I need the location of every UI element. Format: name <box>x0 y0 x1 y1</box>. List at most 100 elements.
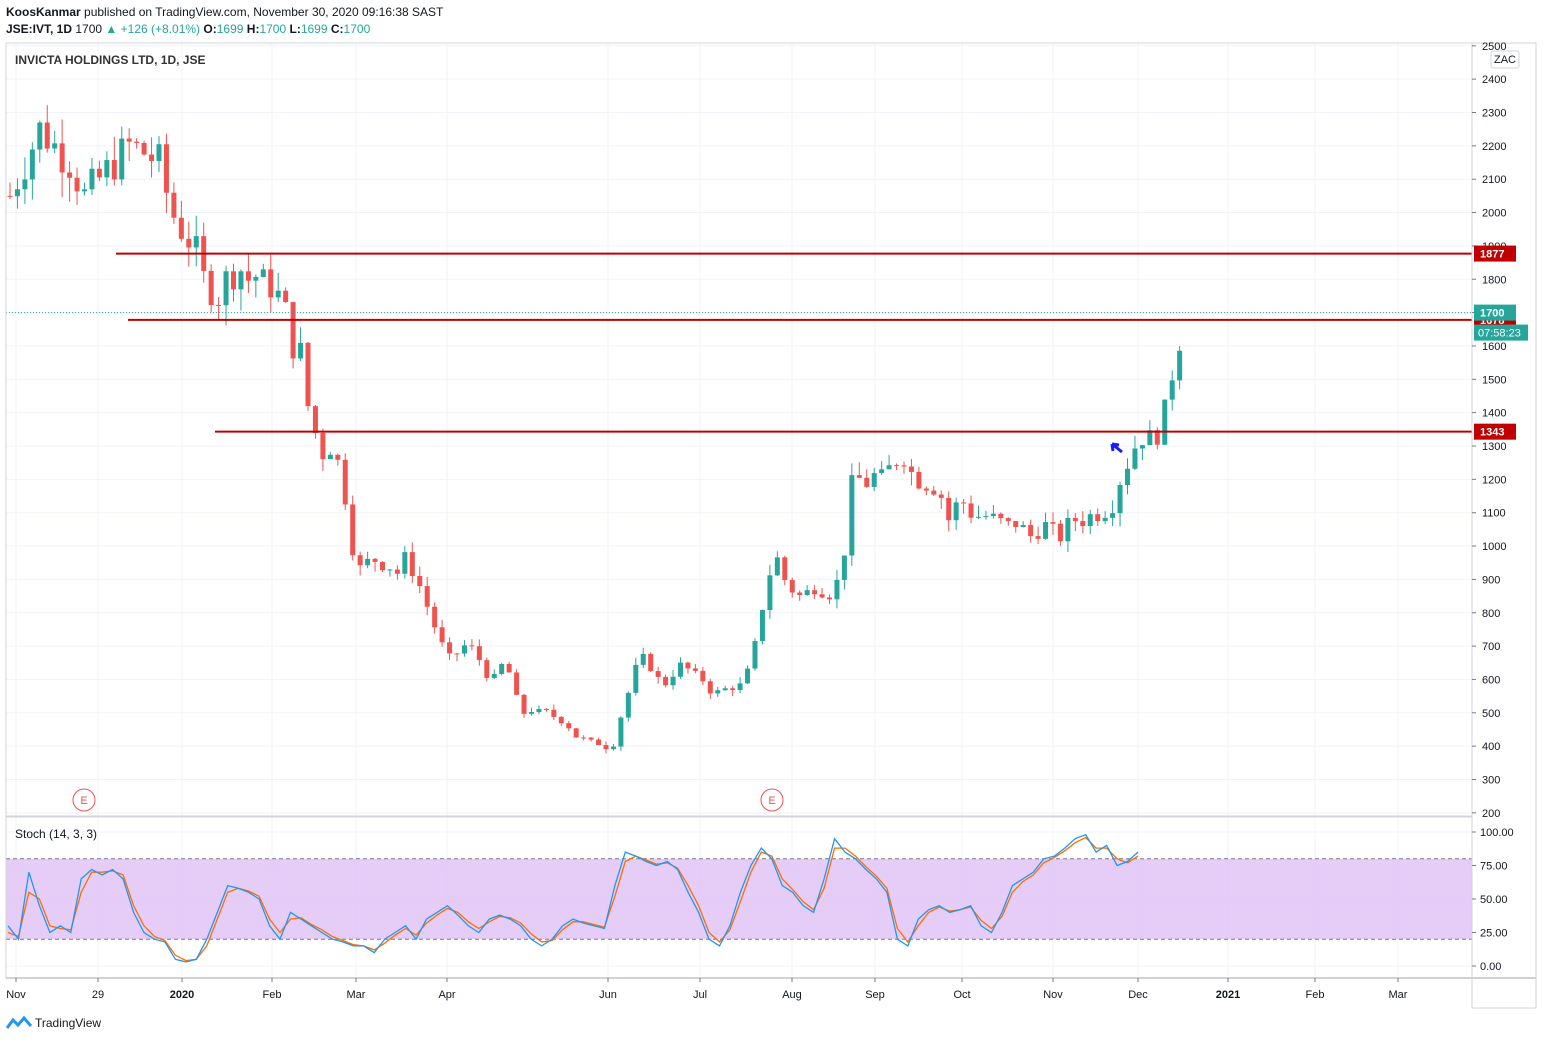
candle-body <box>990 513 996 517</box>
candle-body <box>163 144 169 193</box>
currency-badge[interactable]: ZAC <box>1490 50 1520 69</box>
candle-body <box>29 149 35 180</box>
candle-body <box>1162 399 1168 445</box>
level-price-tag: 1343 <box>1480 427 1504 439</box>
countdown-tag-bg <box>1474 324 1528 341</box>
last-price-tag-bg <box>1474 304 1516 321</box>
candle-body <box>1050 522 1056 524</box>
candle-body <box>82 189 87 192</box>
candle-body <box>856 475 862 478</box>
price-tick-label: 2000 <box>1482 208 1506 220</box>
candle-body <box>1028 524 1034 537</box>
pane-frames <box>5 42 1537 1009</box>
candle-body <box>238 271 244 290</box>
published-text: published on TradingView.com, November 3… <box>84 5 444 19</box>
candle-body <box>380 561 385 571</box>
stoch-axis[interactable]: 100.00 75.00 50.00 25.00 0.00 <box>1472 827 1514 973</box>
candle-body <box>901 465 907 467</box>
high-label: H: <box>246 22 260 36</box>
candle-body <box>186 238 192 248</box>
price-tick-label: 2400 <box>1482 74 1506 86</box>
candle-body <box>692 668 698 671</box>
time-tick-label: Aug <box>782 989 802 1001</box>
tradingview-brand[interactable]: TradingView <box>6 1016 101 1030</box>
price-tick-label: 800 <box>1482 608 1500 620</box>
candle-body <box>469 645 475 647</box>
candle-body <box>126 138 132 142</box>
earnings-marker-1[interactable]: E <box>72 788 96 812</box>
candle-body <box>700 670 706 682</box>
candle-body <box>484 660 490 678</box>
time-tick-label: 2020 <box>170 989 194 1001</box>
candle-body <box>193 236 199 248</box>
candle-body <box>1154 430 1160 445</box>
candle-body <box>730 688 736 691</box>
candle-body <box>1035 536 1041 539</box>
candle-body <box>290 302 296 359</box>
time-tick-label: Sep <box>865 989 885 1001</box>
candle-body <box>812 590 818 595</box>
candle-body <box>759 610 765 642</box>
horizontal-levels[interactable] <box>116 252 1472 433</box>
time-axis[interactable]: Nov 29 2020 Feb Mar Apr Jun Jul Aug Sep Oct Nov Dec 2… <box>6 978 1408 1001</box>
tradingview-logo-icon <box>6 1016 32 1029</box>
candle-body <box>327 454 333 460</box>
candle-body <box>7 195 13 197</box>
time-tick-label: Apr <box>438 989 455 1001</box>
candle-body <box>581 737 587 739</box>
candle-body <box>610 746 616 750</box>
blue-arrow-annotation <box>1110 442 1123 454</box>
candle-body <box>529 712 534 714</box>
candle-body <box>976 516 981 518</box>
price-tick-label: 1000 <box>1482 541 1506 553</box>
candle-body <box>774 557 780 576</box>
time-tick-label: Mar <box>347 989 366 1001</box>
price-tick-label: 1400 <box>1482 408 1506 420</box>
price-tick-label: 2300 <box>1482 108 1506 120</box>
candle-body <box>558 716 564 724</box>
candle-body <box>834 579 840 600</box>
candle-body <box>171 192 177 218</box>
candle-body <box>670 676 676 686</box>
candle-body <box>1080 521 1086 527</box>
low-label: L: <box>289 22 301 36</box>
candle-body <box>1087 514 1093 527</box>
time-tick-label: Feb <box>263 989 282 1001</box>
candle-body <box>156 144 162 162</box>
close-value: 1700 <box>343 22 371 36</box>
candle-body <box>715 690 721 694</box>
candle-body <box>968 503 974 518</box>
candle-body <box>1020 524 1026 528</box>
candle-body <box>633 664 639 693</box>
candle-body <box>119 138 125 180</box>
last-price-value: 1700 <box>75 22 103 36</box>
price-tick-label: 2100 <box>1482 174 1506 186</box>
low-value: 1699 <box>300 22 328 36</box>
candle-body <box>1139 445 1145 449</box>
last-price-tag: 1700 <box>1480 308 1504 320</box>
time-tick-label: Feb <box>1306 989 1325 1001</box>
candle-body <box>208 270 214 305</box>
candle-body <box>953 502 959 521</box>
candle-body <box>521 694 527 714</box>
candle-body <box>938 494 944 498</box>
candle-body <box>96 168 102 178</box>
change-value: +126 (+8.01%) <box>120 22 201 36</box>
candle-body <box>946 497 952 521</box>
time-tick-label: Mar <box>1389 989 1408 1001</box>
up-triangle-icon: ▲ <box>105 22 118 36</box>
candle-body <box>149 154 155 162</box>
earnings-marker-2[interactable]: E <box>760 788 784 812</box>
publisher-name[interactable]: KoosKanmar <box>6 5 81 19</box>
candle-body <box>588 737 594 740</box>
candle-body <box>499 663 505 674</box>
price-tick-label: 1100 <box>1482 508 1506 520</box>
candle-body <box>663 676 669 686</box>
candle-body <box>603 745 609 750</box>
candle-body <box>104 160 110 178</box>
stoch-label: Stoch (14, 3, 3) <box>15 827 97 841</box>
candlestick-series <box>7 105 1183 754</box>
price-tick-label: 1300 <box>1482 441 1506 453</box>
candle-body <box>566 723 572 729</box>
